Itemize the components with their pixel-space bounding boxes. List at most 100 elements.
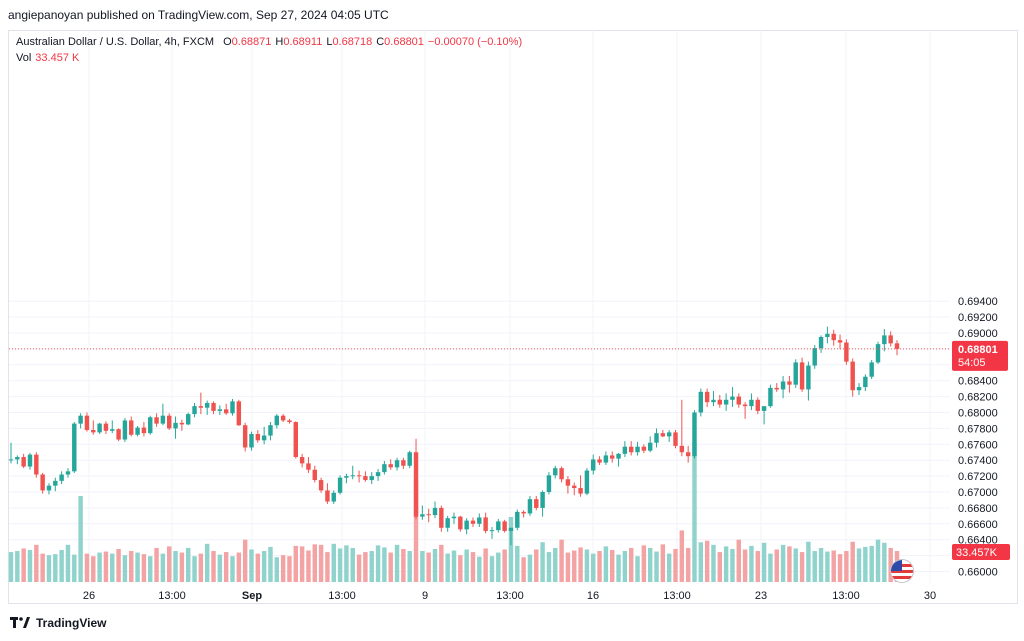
volume-bar <box>660 544 666 582</box>
volume-bar <box>470 552 476 582</box>
volume-bar <box>439 544 444 582</box>
candle-body <box>704 391 710 403</box>
close-value: 0.68801 <box>384 36 424 48</box>
volume-bar <box>148 556 153 582</box>
volume-bar <box>204 543 210 582</box>
volume-bar <box>65 544 71 582</box>
candle-body <box>660 433 666 437</box>
candle-body <box>489 530 495 532</box>
candle-body <box>831 333 836 341</box>
candle-body <box>856 387 862 391</box>
candle-body <box>572 485 577 489</box>
volume-bar <box>799 552 805 582</box>
volume-bar <box>704 540 710 582</box>
candle-body <box>723 399 729 405</box>
candle-body <box>578 488 583 494</box>
volume-bar <box>34 544 39 582</box>
volume-bar <box>603 546 609 582</box>
volume-bar <box>850 541 855 582</box>
candle-body <box>521 511 526 514</box>
volume-bar <box>21 548 26 582</box>
volume-bar <box>635 556 640 582</box>
candle-body <box>249 433 254 448</box>
y-tick-label: 0.67200 <box>958 471 998 483</box>
candle-body <box>591 459 596 471</box>
volume-bar <box>875 539 881 582</box>
y-tick-label: 0.68400 <box>958 376 998 388</box>
volume-bar <box>261 551 267 582</box>
volume-bar <box>432 548 438 582</box>
candle-body <box>755 399 760 411</box>
close-label: C <box>376 36 385 48</box>
candle-body <box>761 406 767 411</box>
candle-body <box>534 499 539 508</box>
candle-body <box>287 420 292 423</box>
candle-body <box>388 464 393 468</box>
candle-body <box>306 463 311 470</box>
candle-body <box>451 516 457 519</box>
candle-body <box>565 479 571 486</box>
volume-bar <box>628 547 634 582</box>
candle-body <box>730 396 735 400</box>
candle-body <box>40 474 45 491</box>
candle-body <box>192 406 197 415</box>
volume-bar <box>280 555 286 582</box>
candle-body <box>439 507 444 528</box>
candle-body <box>616 453 621 459</box>
volume-bar <box>363 552 368 582</box>
candle-body <box>875 344 881 363</box>
volume-bar <box>344 545 349 582</box>
candle-body <box>787 381 792 385</box>
volume-bar <box>553 547 558 582</box>
volume-bar <box>483 548 488 582</box>
volume-bar <box>401 548 406 582</box>
volume-bar <box>609 550 615 582</box>
candle-body <box>148 417 153 434</box>
volume-bar <box>780 544 786 582</box>
candle-body <box>53 480 58 486</box>
volume-bar <box>72 554 77 582</box>
candle-body <box>698 391 704 413</box>
candle-body <box>337 477 343 493</box>
volume-bar <box>154 547 159 582</box>
candle-body <box>382 464 387 473</box>
candle-body <box>464 520 469 530</box>
candle-body <box>825 333 830 337</box>
candle-body <box>230 401 235 414</box>
candle-body <box>84 415 90 430</box>
volume-bar <box>255 553 261 582</box>
volume-bar <box>818 547 824 582</box>
volume-bar <box>413 480 419 582</box>
candle-body <box>375 472 381 477</box>
volume-bar <box>742 549 748 582</box>
footer-brand[interactable]: TradingView <box>10 616 106 630</box>
volume-bar <box>375 545 381 582</box>
x-tick-label: 13:00 <box>158 590 186 602</box>
volume-bar <box>578 547 583 582</box>
volume-bar <box>198 553 204 582</box>
candle-body <box>325 490 330 502</box>
volume-bar <box>382 547 387 582</box>
volume-bar <box>46 555 52 582</box>
volume-bar <box>337 548 343 582</box>
candle-body <box>749 399 754 407</box>
volume-bar <box>287 556 292 582</box>
volume-bar <box>268 546 273 582</box>
candle-body <box>470 520 476 524</box>
candle-body <box>318 480 324 491</box>
volume-bar <box>394 544 400 582</box>
volume-bar <box>793 548 798 582</box>
x-tick-label: Sep <box>242 590 262 602</box>
candle-body <box>546 475 552 492</box>
volume-bar <box>489 556 495 582</box>
candle-body <box>806 365 811 390</box>
volume-bar <box>685 547 691 582</box>
volume-bar <box>299 546 305 582</box>
candle-body <box>496 521 501 531</box>
volume-bar <box>666 553 672 582</box>
volume-bar <box>730 548 735 582</box>
volume-bar <box>825 551 830 582</box>
symbol-title[interactable]: Australian Dollar / U.S. Dollar, 4h, FXC… <box>16 36 215 48</box>
candle-body <box>97 423 102 433</box>
